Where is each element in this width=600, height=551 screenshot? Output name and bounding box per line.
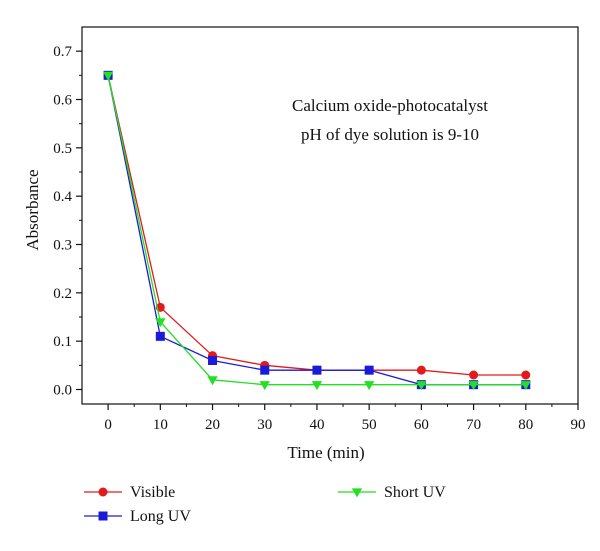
x-tick-label: 60 xyxy=(414,417,429,433)
x-axis-label: Time (min) xyxy=(287,443,364,462)
data-point-short-uv xyxy=(207,376,218,386)
x-tick-label: 10 xyxy=(153,417,168,433)
chart-annotation: Calcium oxide-photocatalyst pH of dye so… xyxy=(292,96,488,144)
data-point-long-uv xyxy=(208,356,218,365)
data-point-short-uv xyxy=(155,318,166,328)
y-tick-label: 0.3 xyxy=(53,238,72,254)
chart-legend: Visible Long UV Short UV xyxy=(84,484,446,525)
x-tick-label: 80 xyxy=(518,417,533,433)
data-point-short-uv xyxy=(102,71,114,81)
legend-marker-short-uv xyxy=(351,488,363,498)
y-tick-label: 0.7 xyxy=(53,44,72,60)
chart-axes: 0 10 20 30 40 50 60 70 80 90 0.0 0.1 0.2 0.3 0.4 0.5 0.6… xyxy=(53,26,586,433)
plot-frame xyxy=(81,26,579,405)
y-tick-label: 0.1 xyxy=(53,334,72,350)
series-line-visible xyxy=(107,75,526,376)
x-tick-label: 40 xyxy=(309,417,324,433)
data-point-short-uv xyxy=(363,381,375,391)
x-tick-label: 70 xyxy=(466,417,481,433)
legend-item-visible: Visible xyxy=(84,484,175,501)
x-tick-label: 50 xyxy=(362,417,377,433)
data-point-short-uv xyxy=(311,381,323,391)
legend-marker-visible xyxy=(98,487,108,497)
legend-label-visible: Visible xyxy=(130,484,175,501)
x-tick-label: 20 xyxy=(205,417,220,433)
y-tick-label: 0.4 xyxy=(53,189,72,205)
data-point-visible xyxy=(469,370,479,380)
annotation-line-2: pH of dye solution is 9-10 xyxy=(301,125,479,144)
series-line-long-uv xyxy=(107,75,526,386)
data-point-short-uv xyxy=(468,381,479,391)
x-tick-label: 90 xyxy=(571,417,586,433)
legend-item-short-uv: Short UV xyxy=(338,484,446,501)
y-tick-label: 0.2 xyxy=(53,286,72,302)
legend-item-long-uv: Long UV xyxy=(84,508,191,525)
y-tick-label: 0.5 xyxy=(53,141,72,157)
series-long-uv xyxy=(103,70,531,390)
legend-label-long-uv: Long UV xyxy=(130,508,191,525)
data-point-short-uv xyxy=(416,381,427,391)
annotation-line-1: Calcium oxide-photocatalyst xyxy=(292,96,488,115)
y-tick-label: 0.0 xyxy=(53,383,72,399)
data-point-short-uv xyxy=(259,381,270,391)
data-point-long-uv xyxy=(312,365,322,375)
data-point-visible xyxy=(416,365,426,375)
legend-label-short-uv: Short UV xyxy=(384,484,446,501)
x-tick-label: 0 xyxy=(104,417,112,433)
x-tick-label: 30 xyxy=(257,417,272,433)
data-point-long-uv xyxy=(155,331,165,341)
data-point-long-uv xyxy=(364,365,374,375)
y-tick-label: 0.6 xyxy=(53,93,72,109)
data-point-short-uv xyxy=(520,381,531,391)
series-line-short-uv xyxy=(107,75,526,386)
data-point-visible xyxy=(521,370,531,380)
data-point-long-uv xyxy=(260,365,270,375)
series-short-uv xyxy=(102,71,531,391)
chart-series xyxy=(102,70,531,391)
y-axis-label: Absorbance xyxy=(23,169,42,250)
series-visible xyxy=(103,70,531,380)
legend-marker-long-uv xyxy=(98,511,108,521)
